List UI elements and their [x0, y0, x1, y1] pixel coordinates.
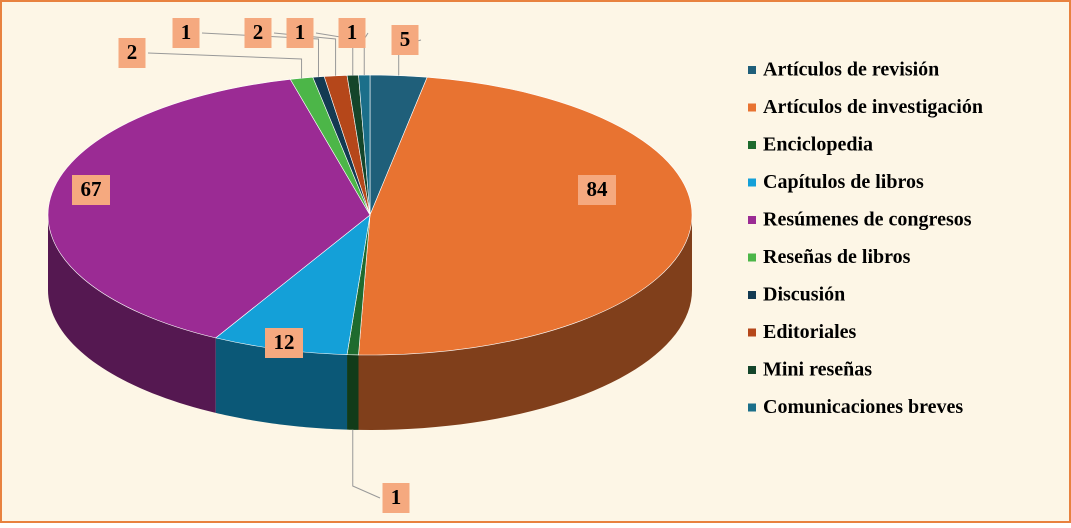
slice	[47, 79, 371, 339]
legend-label: Artículos de revisión	[763, 59, 939, 81]
legend-label: Resúmenes de congresos	[763, 209, 972, 231]
legend-label: Mini reseñas	[763, 359, 872, 381]
data-label: 1	[181, 20, 192, 44]
data-label: 84	[587, 177, 609, 201]
data-label-box	[382, 483, 410, 513]
legend-swatch	[748, 141, 756, 149]
data-label: 67	[81, 177, 102, 201]
legend-swatch	[748, 178, 756, 187]
data-label: 1	[347, 20, 358, 44]
data-label-box	[286, 18, 314, 48]
data-label-box	[391, 25, 419, 55]
legend-label: Comunicaciones breves	[763, 396, 963, 418]
data-label: 1	[391, 485, 402, 509]
legend-label: Capítulos de libros	[763, 171, 924, 193]
data-label-box	[244, 18, 272, 48]
leader-line	[352, 429, 381, 499]
legend-swatch	[748, 216, 756, 224]
data-label-box	[338, 18, 366, 48]
data-label: 1	[295, 20, 306, 44]
legend-swatch	[748, 403, 756, 412]
legend-swatch	[748, 66, 756, 74]
data-label: 2	[253, 20, 264, 44]
legend-swatch	[748, 103, 756, 112]
legend-label: Enciclopedia	[763, 134, 873, 156]
data-label-box	[172, 18, 200, 48]
legend-swatch	[748, 253, 756, 262]
slice-side	[358, 215, 692, 430]
slice-side	[48, 215, 216, 413]
data-label-box	[265, 328, 303, 358]
data-label-box	[118, 38, 146, 68]
legend-label: Discusión	[763, 284, 845, 306]
slice	[358, 76, 693, 356]
legend-label: Editoriales	[763, 321, 857, 343]
leader-line	[147, 52, 303, 79]
data-label-box	[578, 175, 616, 205]
data-label: 2	[127, 40, 138, 64]
slice-side	[347, 354, 359, 430]
legend-swatch	[748, 366, 756, 374]
data-label: 12	[274, 330, 295, 354]
leader-line	[201, 32, 319, 77]
legend-label: Artículos de investigación	[763, 96, 983, 118]
data-label-box	[72, 175, 110, 205]
legend-swatch	[748, 291, 756, 299]
slice-side	[215, 337, 348, 430]
data-label: 5	[400, 27, 411, 51]
legend-swatch	[748, 328, 756, 337]
legend-label: Reseñas de libros	[763, 246, 911, 268]
